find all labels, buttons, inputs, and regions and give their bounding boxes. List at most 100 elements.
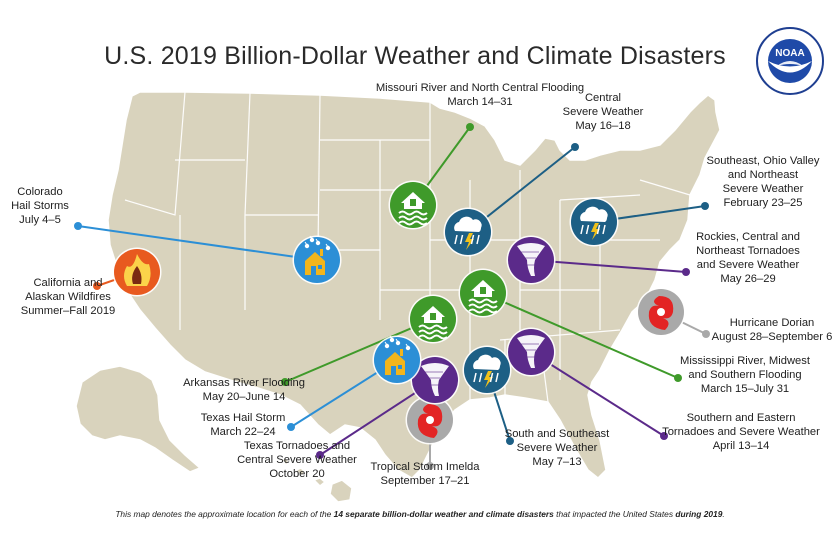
- hail-house-icon: [384, 335, 411, 375]
- arkansas-flooding-leader-line: [284, 318, 434, 383]
- southeast-ohio-severe-marker: [569, 197, 619, 247]
- tropical-storm-imelda-marker: [405, 395, 455, 445]
- missouri-flooding-marker: [388, 180, 438, 230]
- south-southeast-severe-marker: [462, 345, 512, 395]
- california-wildfires-label-line: California and: [33, 277, 103, 289]
- mississippi-flooding-label-line: March 15–July 31: [700, 383, 790, 395]
- arkansas-flooding-label: Arkansas River Flooding May 20–June 14: [183, 376, 305, 404]
- central-severe-label-line: May 16–18: [575, 120, 631, 132]
- rockies-tornadoes-label: Rockies, Central and Northeast Tornadoes a…: [696, 230, 800, 286]
- south-southeast-severe-label-line: Severe Weather: [516, 442, 598, 454]
- southern-eastern-tornadoes-leader-dot: [660, 432, 668, 440]
- rockies-tornadoes-label-line: Rockies, Central and: [696, 231, 800, 243]
- california-wildfires-label-line: Alaskan Wildfires: [25, 291, 111, 303]
- state-borders: [124, 91, 691, 403]
- footnote-bold-year: during 2019: [675, 509, 723, 519]
- hurricane-dorian-label: Hurricane Dorian August 28–September 6: [712, 316, 833, 344]
- mississippi-flooding-leader-line: [482, 292, 679, 379]
- california-wildfires-label-line: Summer–Fall 2019: [20, 305, 116, 317]
- colorado-hail-marker: [292, 235, 342, 285]
- rockies-tornadoes-leader-dot: [682, 268, 690, 276]
- texas-tornadoes-label-line: Texas Tornadoes and: [243, 440, 351, 452]
- texas-tornadoes-marker: [410, 355, 460, 405]
- footnote-text: This map denotes the approximate locatio…: [115, 509, 334, 519]
- mississippi-flooding-label-line: Mississippi River, Midwest: [680, 355, 810, 367]
- colorado-hail-label: Colorado Hail Storms July 4–5: [11, 185, 69, 227]
- texas-hail-label-line: Texas Hail Storm: [200, 412, 286, 424]
- southeast-ohio-severe-label-line: Severe Weather: [722, 183, 804, 195]
- texas-tornadoes-label-line: October 20: [269, 468, 325, 480]
- southeast-ohio-severe-label-line: Southeast, Ohio Valley: [706, 155, 820, 167]
- central-severe-label: Central Severe Weather May 16–18: [563, 91, 644, 133]
- california-wildfires-leader-dot: [93, 282, 101, 290]
- south-southeast-severe-label: South and Southeast Severe Weather May 7–1…: [505, 427, 610, 469]
- mississippi-flooding-marker: [458, 268, 508, 318]
- rockies-tornadoes-label-line: May 26–29: [720, 273, 776, 285]
- southern-eastern-tornadoes-leader-line: [530, 351, 665, 437]
- footnote: This map denotes the approximate locatio…: [0, 509, 840, 519]
- california-wildfires-marker: [112, 247, 162, 297]
- arkansas-flooding-marker: [408, 294, 458, 344]
- mississippi-flooding-leader-dot: [674, 374, 682, 382]
- missouri-flooding-label-line: March 14–31: [447, 96, 513, 108]
- tropical-storm-imelda-label: Tropical Storm Imelda September 17–21: [370, 460, 479, 488]
- arkansas-flooding-label-line: Arkansas River Flooding: [183, 377, 305, 389]
- wildfire-icon: [124, 254, 151, 286]
- california-wildfires-label: California and Alaskan Wildfires Summer–Fa…: [21, 276, 116, 318]
- texas-hail-label-line: March 22–24: [210, 426, 276, 438]
- colorado-hail-label-line: July 4–5: [19, 214, 61, 226]
- hawaii-shape: [280, 457, 353, 503]
- southern-eastern-tornadoes-label: Southern and Eastern Tornadoes and Severe…: [662, 411, 820, 453]
- tornado-icon: [517, 335, 545, 368]
- hail-house-icon: [304, 235, 331, 275]
- tropical-storm-imelda-leader-dot: [426, 462, 434, 470]
- south-southeast-severe-leader-dot: [506, 437, 514, 445]
- colorado-hail-label-line: Colorado: [17, 186, 63, 198]
- texas-hail-leader-dot: [287, 423, 295, 431]
- hurricane-dorian-label-line: Hurricane Dorian: [729, 317, 815, 329]
- footnote-text: that impacted the United States: [553, 509, 676, 519]
- mississippi-flooding-label-line: and Southern Flooding: [688, 369, 802, 381]
- southern-eastern-tornadoes-label-line: April 13–14: [712, 440, 770, 452]
- central-severe-marker: [443, 207, 493, 257]
- missouri-flooding-label-line: Missouri River and North Central Floodin…: [375, 82, 585, 94]
- tornado-icon: [421, 363, 449, 396]
- house-flood-icon: [468, 280, 498, 314]
- central-severe-label-line: Severe Weather: [562, 106, 644, 118]
- southern-eastern-tornadoes-marker: [506, 327, 556, 377]
- storm-cloud-icon: [473, 354, 501, 388]
- southeast-ohio-severe-leader-dot: [701, 202, 709, 210]
- southeast-ohio-severe-label-line: and Northeast: [727, 169, 799, 181]
- tornado-icon: [517, 243, 545, 276]
- southeast-ohio-severe-label-line: February 23–25: [723, 197, 803, 209]
- arkansas-flooding-label-line: May 20–June 14: [202, 391, 286, 403]
- central-severe-leader-dot: [571, 143, 579, 151]
- house-flood-icon: [418, 306, 448, 340]
- missouri-flooding-leader-dot: [466, 123, 474, 131]
- colorado-hail-label-line: Hail Storms: [11, 200, 69, 212]
- tropical-storm-imelda-label-line: Tropical Storm Imelda: [370, 461, 480, 473]
- texas-tornadoes-leader-dot: [316, 451, 324, 459]
- hurricane-icon: [648, 296, 674, 330]
- footnote-bold-count: 14 separate billion-dollar weather and c…: [333, 509, 554, 519]
- hurricane-dorian-label-line: August 28–September 6: [711, 331, 833, 343]
- page-title: U.S. 2019 Billion-Dollar Weather and Cli…: [104, 42, 726, 70]
- noaa-logo: NOAA: [756, 27, 824, 95]
- alaska-shape: [75, 365, 202, 473]
- hurricane-icon: [417, 404, 443, 438]
- colorado-hail-leader-dot: [74, 222, 82, 230]
- south-southeast-severe-label-line: South and Southeast: [504, 428, 610, 440]
- texas-tornadoes-label: Texas Tornadoes and Central Severe Weathe…: [237, 439, 357, 481]
- mississippi-flooding-label: Mississippi River, Midwest and Southern F…: [680, 354, 810, 396]
- logo-text: NOAA: [775, 48, 804, 59]
- tropical-storm-imelda-label-line: September 17–21: [380, 475, 470, 487]
- hurricane-dorian-leader-dot: [702, 330, 710, 338]
- central-severe-label-line: Central: [584, 92, 622, 104]
- southern-eastern-tornadoes-label-line: Tornadoes and Severe Weather: [662, 426, 820, 438]
- south-southeast-severe-label-line: May 7–13: [532, 456, 582, 468]
- texas-hail-label: Texas Hail Storm March 22–24: [201, 411, 286, 439]
- house-flood-icon: [398, 192, 428, 226]
